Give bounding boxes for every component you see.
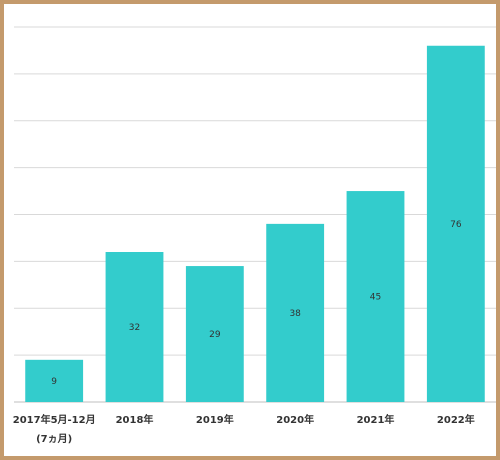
data-label: 29	[209, 330, 221, 340]
x-tick-label: (7ヵ月)	[36, 433, 72, 445]
x-tick-label: 2021年	[357, 413, 395, 426]
data-label: 45	[370, 293, 381, 303]
x-tick-label: 2018年	[116, 413, 154, 426]
x-tick-label: 2019年	[196, 413, 234, 426]
bar	[346, 191, 405, 402]
x-tick-label: 2022年	[437, 413, 475, 426]
data-label: 32	[129, 323, 140, 333]
bar	[266, 223, 325, 402]
data-label: 9	[51, 377, 57, 387]
data-label: 76	[450, 220, 462, 230]
bar	[426, 45, 485, 402]
bar	[185, 266, 244, 402]
data-label: 38	[289, 309, 301, 319]
x-tick-label: 2017年5月-12月	[13, 413, 96, 426]
bar	[25, 359, 84, 402]
x-tick-label: 2020年	[276, 413, 314, 426]
bar	[105, 252, 164, 402]
